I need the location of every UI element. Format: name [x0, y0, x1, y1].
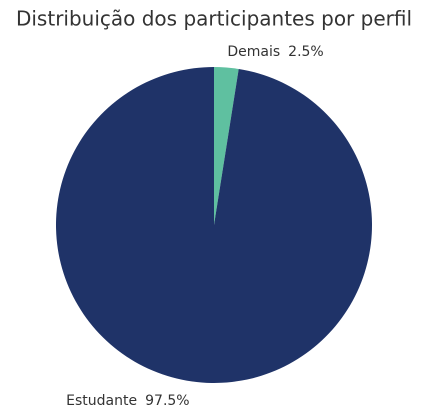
chart-title: Distribuição dos participantes por perfi… [16, 7, 412, 31]
value-label: 97.5% [145, 393, 189, 408]
category-label: Demais [227, 44, 280, 60]
pie-slice [55, 67, 372, 383]
pie-slice [214, 67, 239, 225]
slice-label: Demais 2.5% [227, 44, 323, 60]
slice-label: Estudante 97.5% [66, 393, 189, 408]
value-label: 2.5% [288, 44, 324, 60]
category-label: Estudante [66, 393, 137, 408]
